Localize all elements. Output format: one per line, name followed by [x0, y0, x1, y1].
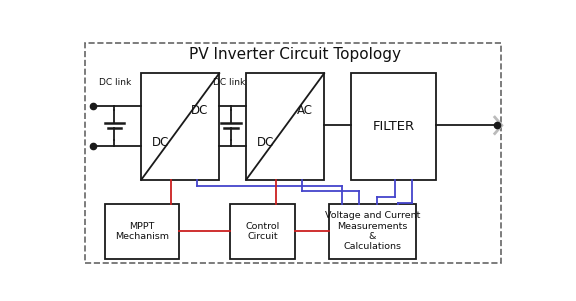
- Text: Voltage and Current
Measurements
&
Calculations: Voltage and Current Measurements & Calcu…: [324, 211, 420, 252]
- Text: AC: AC: [297, 104, 313, 117]
- Bar: [105, 204, 179, 259]
- Text: DC: DC: [152, 136, 169, 149]
- Text: MPPT
Mechanism: MPPT Mechanism: [115, 222, 169, 241]
- Text: DC: DC: [257, 136, 274, 149]
- Bar: [246, 73, 324, 180]
- Text: DC link: DC link: [99, 78, 131, 87]
- Bar: [141, 73, 219, 180]
- Text: PV Inverter Circuit Topology: PV Inverter Circuit Topology: [189, 47, 401, 62]
- Text: DC link: DC link: [213, 78, 245, 87]
- Text: Control
Circuit: Control Circuit: [246, 222, 280, 241]
- Bar: [329, 204, 416, 259]
- Text: DC: DC: [191, 104, 209, 117]
- Text: FILTER: FILTER: [372, 120, 415, 133]
- Bar: [230, 204, 295, 259]
- Bar: [351, 73, 436, 180]
